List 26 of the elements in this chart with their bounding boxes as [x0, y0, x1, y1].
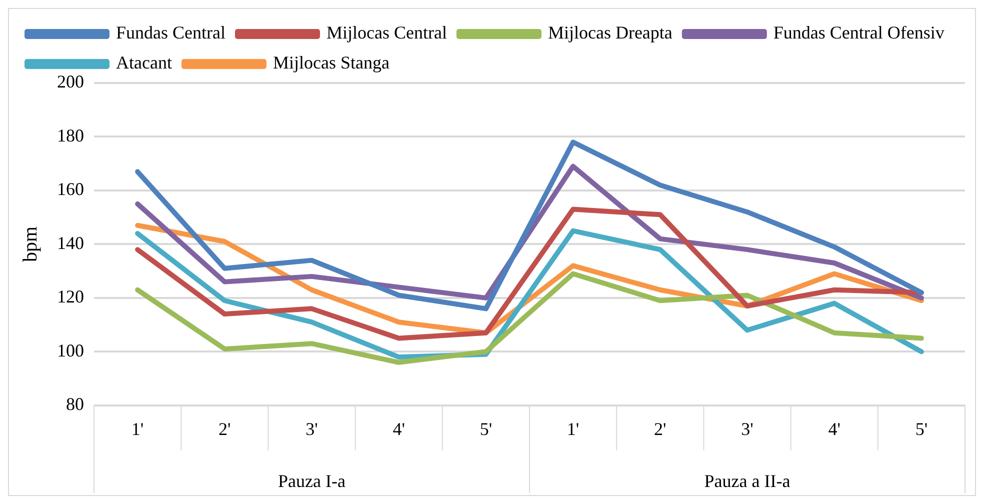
x-tick-label: 2' — [218, 418, 231, 439]
x-tick-label: 5' — [480, 418, 492, 439]
x-tick-label: 4' — [828, 418, 840, 439]
y-tick-label: 120 — [57, 286, 84, 307]
text: Pauza a II-a — [704, 471, 790, 491]
x-tick-label: 1' — [131, 418, 144, 439]
x-tick-label: 3' — [306, 418, 318, 439]
legend-label: Fundas Central — [116, 22, 226, 43]
legend-label: Mijlocas Stanga — [272, 52, 390, 73]
y-tick-label: 160 — [57, 179, 84, 200]
x-tick-label: 2' — [654, 418, 666, 439]
y-tick-label: 100 — [57, 340, 84, 360]
x-tick-label: 3' — [741, 418, 754, 439]
y-tick-label: 140 — [57, 232, 84, 253]
legend-label: Atacant — [116, 52, 172, 73]
y-axis-title: bpm — [19, 226, 42, 262]
x-tick-label: 4' — [392, 418, 405, 439]
legend-label: Fundas Central Ofensiv — [773, 22, 944, 43]
y-tick-label: 180 — [57, 125, 84, 146]
y-tick-label: 80 — [66, 394, 84, 414]
legend-label: Mijlocas Dreapta — [548, 22, 672, 43]
x-tick-label: 1' — [566, 418, 580, 439]
legend-label: Mijlocas Central — [326, 22, 447, 43]
x-tick-label: 5' — [915, 418, 928, 439]
text: Pauza I-a — [278, 471, 346, 491]
y-tick-label: 200 — [57, 72, 84, 92]
